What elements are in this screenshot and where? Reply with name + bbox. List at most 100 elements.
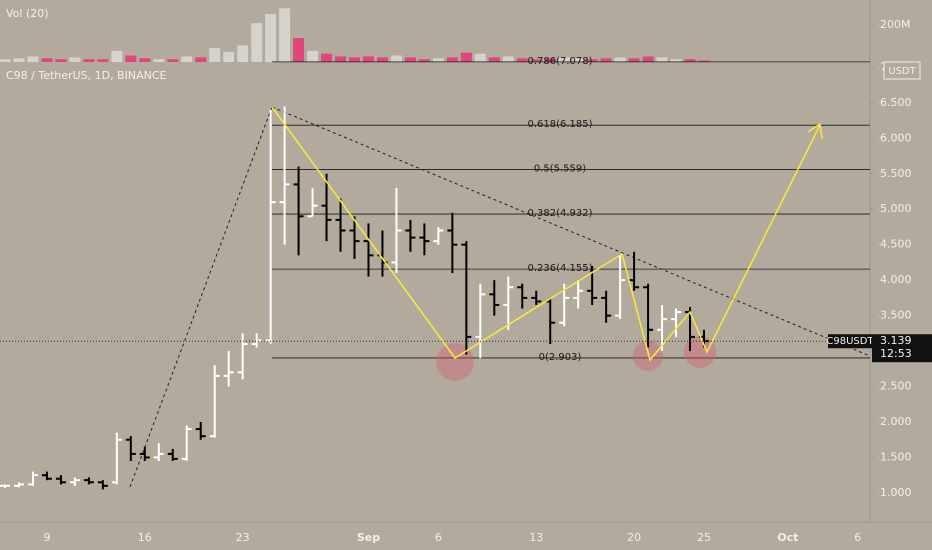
volume-bar <box>642 56 654 62</box>
volume-bar <box>446 57 458 62</box>
volume-bar <box>544 58 556 62</box>
volume-bar <box>572 58 584 62</box>
volume-bar <box>125 55 137 62</box>
y-tick-label: 1.000 <box>880 486 912 499</box>
volume-bar <box>516 58 528 62</box>
volume-bar <box>321 53 333 62</box>
volume-bar <box>362 56 374 62</box>
fib-label: 0.618(6.185) <box>527 119 592 130</box>
volume-bar <box>307 50 319 62</box>
x-tick-label: 23 <box>236 531 250 544</box>
trend-line <box>129 106 273 488</box>
volume-bar <box>586 59 598 62</box>
fib-label: 0.382(4.932) <box>527 208 592 219</box>
volume-bar <box>349 57 360 62</box>
x-tick-label: 20 <box>627 531 641 544</box>
price-axis: 1.0001.5002.0002.5003.0003.5004.0004.500… <box>43 18 911 544</box>
volume-bar <box>13 58 25 62</box>
volume-bar <box>251 23 263 62</box>
volume-bar <box>209 48 221 62</box>
symbol: C98USDT <box>826 336 874 347</box>
volume-bar <box>432 58 444 62</box>
volume-bar <box>376 57 388 62</box>
currency: USDT <box>888 66 916 77</box>
volume-bar <box>265 13 277 62</box>
y-tick-label: 2.500 <box>880 380 912 393</box>
volume-bar <box>111 50 123 62</box>
fib-label: 0.5(5.559) <box>534 164 586 175</box>
volume-bar <box>69 57 81 62</box>
x-tick-label: 16 <box>138 531 152 544</box>
x-tick-label: 9 <box>43 531 50 544</box>
volume-bar <box>237 45 249 62</box>
volume-bar <box>614 57 626 62</box>
volume-bar <box>83 59 95 62</box>
x-tick-label: Oct <box>777 531 798 544</box>
volume-bar <box>335 56 347 62</box>
x-tick-label: 6 <box>854 531 861 544</box>
volume-bar <box>27 56 39 62</box>
fib-label: 0(2.903) <box>539 352 582 363</box>
arrow-head <box>807 122 823 140</box>
volume-bar <box>670 59 682 62</box>
y-tick-label: 1.500 <box>880 450 912 463</box>
volume-bar <box>418 59 430 62</box>
pattern-path <box>271 106 821 362</box>
volume-bar <box>404 57 416 62</box>
volume-bar <box>628 58 640 62</box>
volume-bar <box>279 8 291 63</box>
y-tick-label: 4.000 <box>880 273 912 286</box>
volume-bar <box>530 59 542 62</box>
y-tick-label: 6.500 <box>880 96 912 109</box>
fib-label: 0.236(4.155) <box>527 263 592 274</box>
volume-bar <box>0 59 11 62</box>
x-tick-label: Sep <box>357 531 380 544</box>
symbol-box <box>828 334 872 349</box>
x-tick-label: 6 <box>435 531 442 544</box>
x-tick-label: 25 <box>697 531 711 544</box>
price-box <box>872 334 932 363</box>
volume-bar <box>474 53 486 62</box>
chart-title: C98 / TetherUS, 1D, BINANCE <box>6 69 167 82</box>
volume-bar <box>488 57 500 62</box>
volume-bar <box>97 59 109 62</box>
volume-bar <box>139 58 151 62</box>
volume-bar <box>195 57 207 62</box>
y-tick-label: 5.000 <box>880 202 912 215</box>
highlight-circle <box>684 336 716 368</box>
volume-bar <box>55 59 67 62</box>
volume-bar <box>223 51 235 62</box>
highlight-circle <box>436 343 474 381</box>
volume-tick-label: 200M <box>880 18 911 31</box>
last-price: 3.139 <box>880 334 912 347</box>
volume-bar <box>684 59 696 62</box>
volume-bar <box>153 59 165 62</box>
volume-bar <box>698 60 710 62</box>
volume-bar <box>390 55 402 62</box>
currency-box <box>883 61 921 80</box>
volume-bar <box>656 57 668 62</box>
countdown: 12:53 <box>880 347 912 360</box>
volume-bar <box>181 56 193 62</box>
y-tick-label: 6.000 <box>880 131 912 144</box>
y-tick-label: 5.500 <box>880 167 912 180</box>
volume-bar <box>41 58 53 62</box>
y-tick-label: 4.500 <box>880 238 912 251</box>
volume-title: Vol (20) <box>6 7 49 20</box>
volume-bar <box>293 37 305 62</box>
volume-bar <box>558 57 570 62</box>
y-tick-label: 2.000 <box>880 415 912 428</box>
price-bars <box>0 106 709 490</box>
fib-retracement: 0(2.903) 0.236(4.155) 0.382(4.932) 0.5(5.55… <box>272 56 870 363</box>
x-tick-label: 13 <box>529 531 543 544</box>
volume-bar <box>167 59 179 62</box>
volume-bar <box>460 52 472 62</box>
volume-pane <box>0 8 710 63</box>
highlight-circle <box>633 341 663 371</box>
y-tick-label: 3.500 <box>880 309 912 322</box>
volume-bar <box>600 58 612 62</box>
fib-label: 0.786(7.078) <box>527 56 592 67</box>
